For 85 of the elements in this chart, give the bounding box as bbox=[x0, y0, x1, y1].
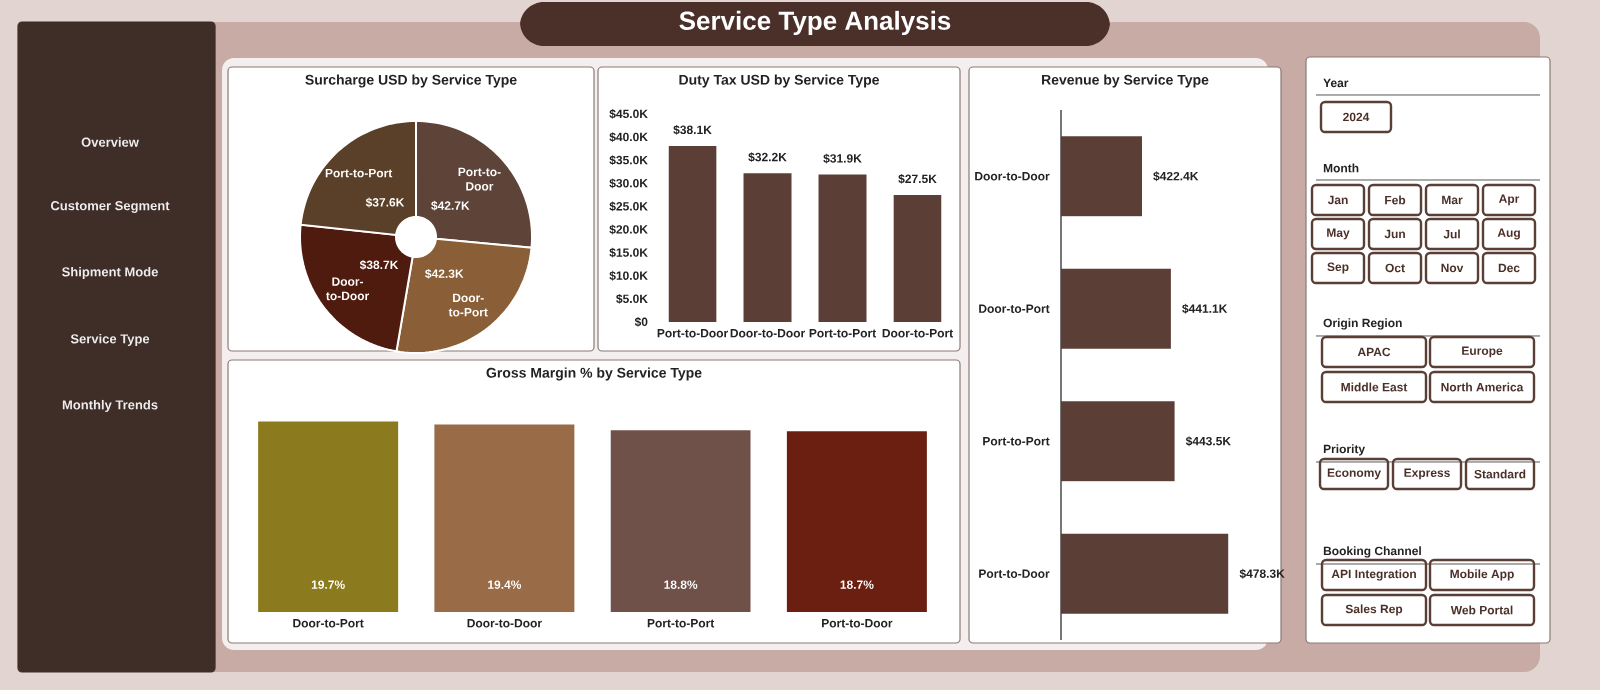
data-label: $422.4K bbox=[1153, 171, 1199, 182]
data-label: $31.9K bbox=[823, 153, 862, 164]
text: Apr bbox=[1498, 194, 1520, 206]
x-tick-label: Door-to-Port bbox=[293, 619, 364, 628]
data-label: $38.1K bbox=[673, 125, 712, 135]
text: Standard bbox=[1474, 469, 1526, 479]
y-tick-label: $10.0K bbox=[609, 270, 648, 281]
bar bbox=[743, 173, 792, 322]
x-tick-label: Port-to-Door bbox=[822, 619, 893, 628]
y-tick-label: Port-to-Port bbox=[983, 437, 1050, 446]
y-tick-label: $40.0K bbox=[609, 132, 648, 142]
text: Middle East bbox=[1341, 382, 1408, 392]
text: Jan bbox=[1327, 195, 1348, 205]
text: Year bbox=[1323, 78, 1349, 88]
data-label: 19.4% bbox=[488, 580, 522, 589]
text: May bbox=[1327, 228, 1350, 240]
text: Overview bbox=[81, 137, 139, 147]
chart-title: Duty Tax USD by Service Type bbox=[679, 74, 880, 88]
text: Monthly Trends bbox=[62, 399, 158, 413]
bar bbox=[893, 194, 942, 322]
bar bbox=[668, 145, 717, 322]
y-tick-label: Door-to-Door bbox=[975, 172, 1050, 181]
x-tick-label: Door-to-Door bbox=[467, 619, 542, 628]
data-label: $42.7K bbox=[431, 200, 470, 211]
y-tick-label: Door-to-Port bbox=[979, 304, 1050, 313]
text: 2024 bbox=[1343, 112, 1370, 122]
text: Europe bbox=[1462, 346, 1503, 358]
text: Shipment Mode bbox=[62, 266, 158, 280]
y-tick-label: $35.0K bbox=[609, 155, 648, 166]
bar bbox=[818, 174, 867, 322]
data-label: $443.5K bbox=[1185, 436, 1231, 447]
slice-label: Door-to-Door bbox=[326, 277, 370, 301]
text: Origin Region bbox=[1323, 318, 1402, 330]
text: Customer Segment bbox=[50, 201, 170, 213]
data-label: $27.5K bbox=[898, 174, 937, 184]
y-tick-label: $5.0K bbox=[616, 293, 648, 304]
data-label: $37.6K bbox=[365, 197, 405, 208]
x-tick-label: Door-to-Port bbox=[882, 329, 954, 338]
text: Mar bbox=[1442, 195, 1463, 205]
data-label: $42.3K bbox=[425, 268, 464, 279]
text: Mobile App bbox=[1450, 569, 1514, 581]
x-tick-label: Door-to-Door bbox=[730, 329, 805, 338]
text: Service Type bbox=[70, 333, 150, 347]
x-tick-label: Port-to-Port bbox=[647, 619, 715, 628]
chart-title: Gross Margin % by Service Type bbox=[486, 367, 702, 381]
text: Sales Rep bbox=[1345, 604, 1403, 616]
text: Booking Channel bbox=[1323, 546, 1421, 558]
y-tick-label: Port-to-Door bbox=[979, 569, 1050, 578]
text: Aug bbox=[1497, 228, 1520, 240]
y-tick-label: $25.0K bbox=[609, 201, 648, 212]
text: North America bbox=[1441, 382, 1524, 392]
slice-label: Port-to-Door bbox=[458, 167, 501, 191]
data-label: 18.7% bbox=[840, 580, 874, 589]
text: Priority bbox=[1323, 444, 1366, 456]
text: Dec bbox=[1498, 263, 1520, 273]
data-label: 19.7% bbox=[311, 580, 345, 589]
y-tick-label: $45.0K bbox=[609, 109, 648, 119]
text: Jun bbox=[1384, 229, 1405, 239]
y-tick-label: $0 bbox=[634, 317, 648, 327]
x-tick-label: Port-to-Port bbox=[809, 329, 877, 338]
y-tick-label: $15.0K bbox=[609, 247, 648, 258]
y-tick-label: $20.0K bbox=[609, 224, 648, 235]
text: Oct bbox=[1385, 263, 1405, 273]
text: APAC bbox=[1357, 347, 1391, 357]
chart-title: Surcharge USD by Service Type bbox=[305, 74, 517, 88]
x-tick-label: Port-to-Door bbox=[657, 329, 728, 338]
data-label: $32.2K bbox=[748, 152, 787, 163]
data-label: $441.1K bbox=[1182, 303, 1228, 314]
text: Economy bbox=[1327, 468, 1381, 480]
data-label: 18.8% bbox=[664, 580, 698, 589]
data-label: $478.3K bbox=[1239, 568, 1285, 579]
text: Feb bbox=[1385, 195, 1406, 205]
y-tick-label: $30.0K bbox=[609, 178, 648, 189]
text: API Integration bbox=[1331, 569, 1416, 581]
text: Nov bbox=[1441, 263, 1464, 273]
text: Service Type Analysis bbox=[679, 10, 951, 36]
text: Web Portal bbox=[1450, 605, 1513, 615]
chart-title: Revenue by Service Type bbox=[1042, 74, 1209, 88]
text: Sep bbox=[1327, 262, 1349, 274]
text: Jul bbox=[1443, 229, 1460, 239]
text: Express bbox=[1404, 468, 1450, 480]
text: Month bbox=[1323, 163, 1359, 173]
slice-label: Port-to-Port bbox=[325, 168, 393, 178]
data-label: $38.7K bbox=[359, 260, 399, 270]
slice-label: Door-to-Port bbox=[448, 293, 488, 317]
